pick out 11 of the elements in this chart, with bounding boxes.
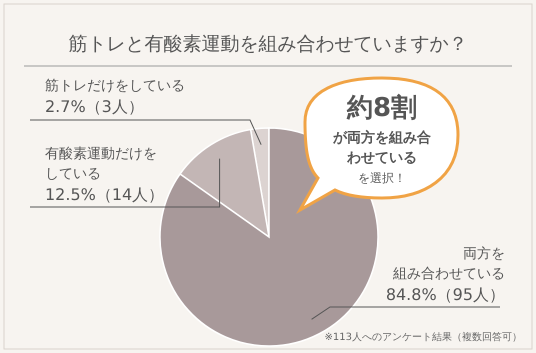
chart-title: 筋トレと有酸素運動を組み合わせていますか？: [68, 33, 468, 55]
text: ※113人へのアンケート結果（複数回答可）: [324, 331, 522, 343]
text: が両方を組み合わせている: [332, 129, 431, 166]
data-label: 12.5%（14人）: [45, 185, 164, 204]
data-label: 2.7%（3人）: [45, 97, 144, 116]
slice-label: 筋トレだけをしている: [45, 78, 185, 94]
text: を選択！: [358, 171, 406, 185]
data-label: 84.8%（95人）: [386, 285, 505, 304]
slice-label: 両方を組み合わせている: [392, 246, 505, 282]
text: 約8割: [346, 93, 418, 123]
slice-label: 有酸素運動だけをしている: [45, 146, 157, 182]
